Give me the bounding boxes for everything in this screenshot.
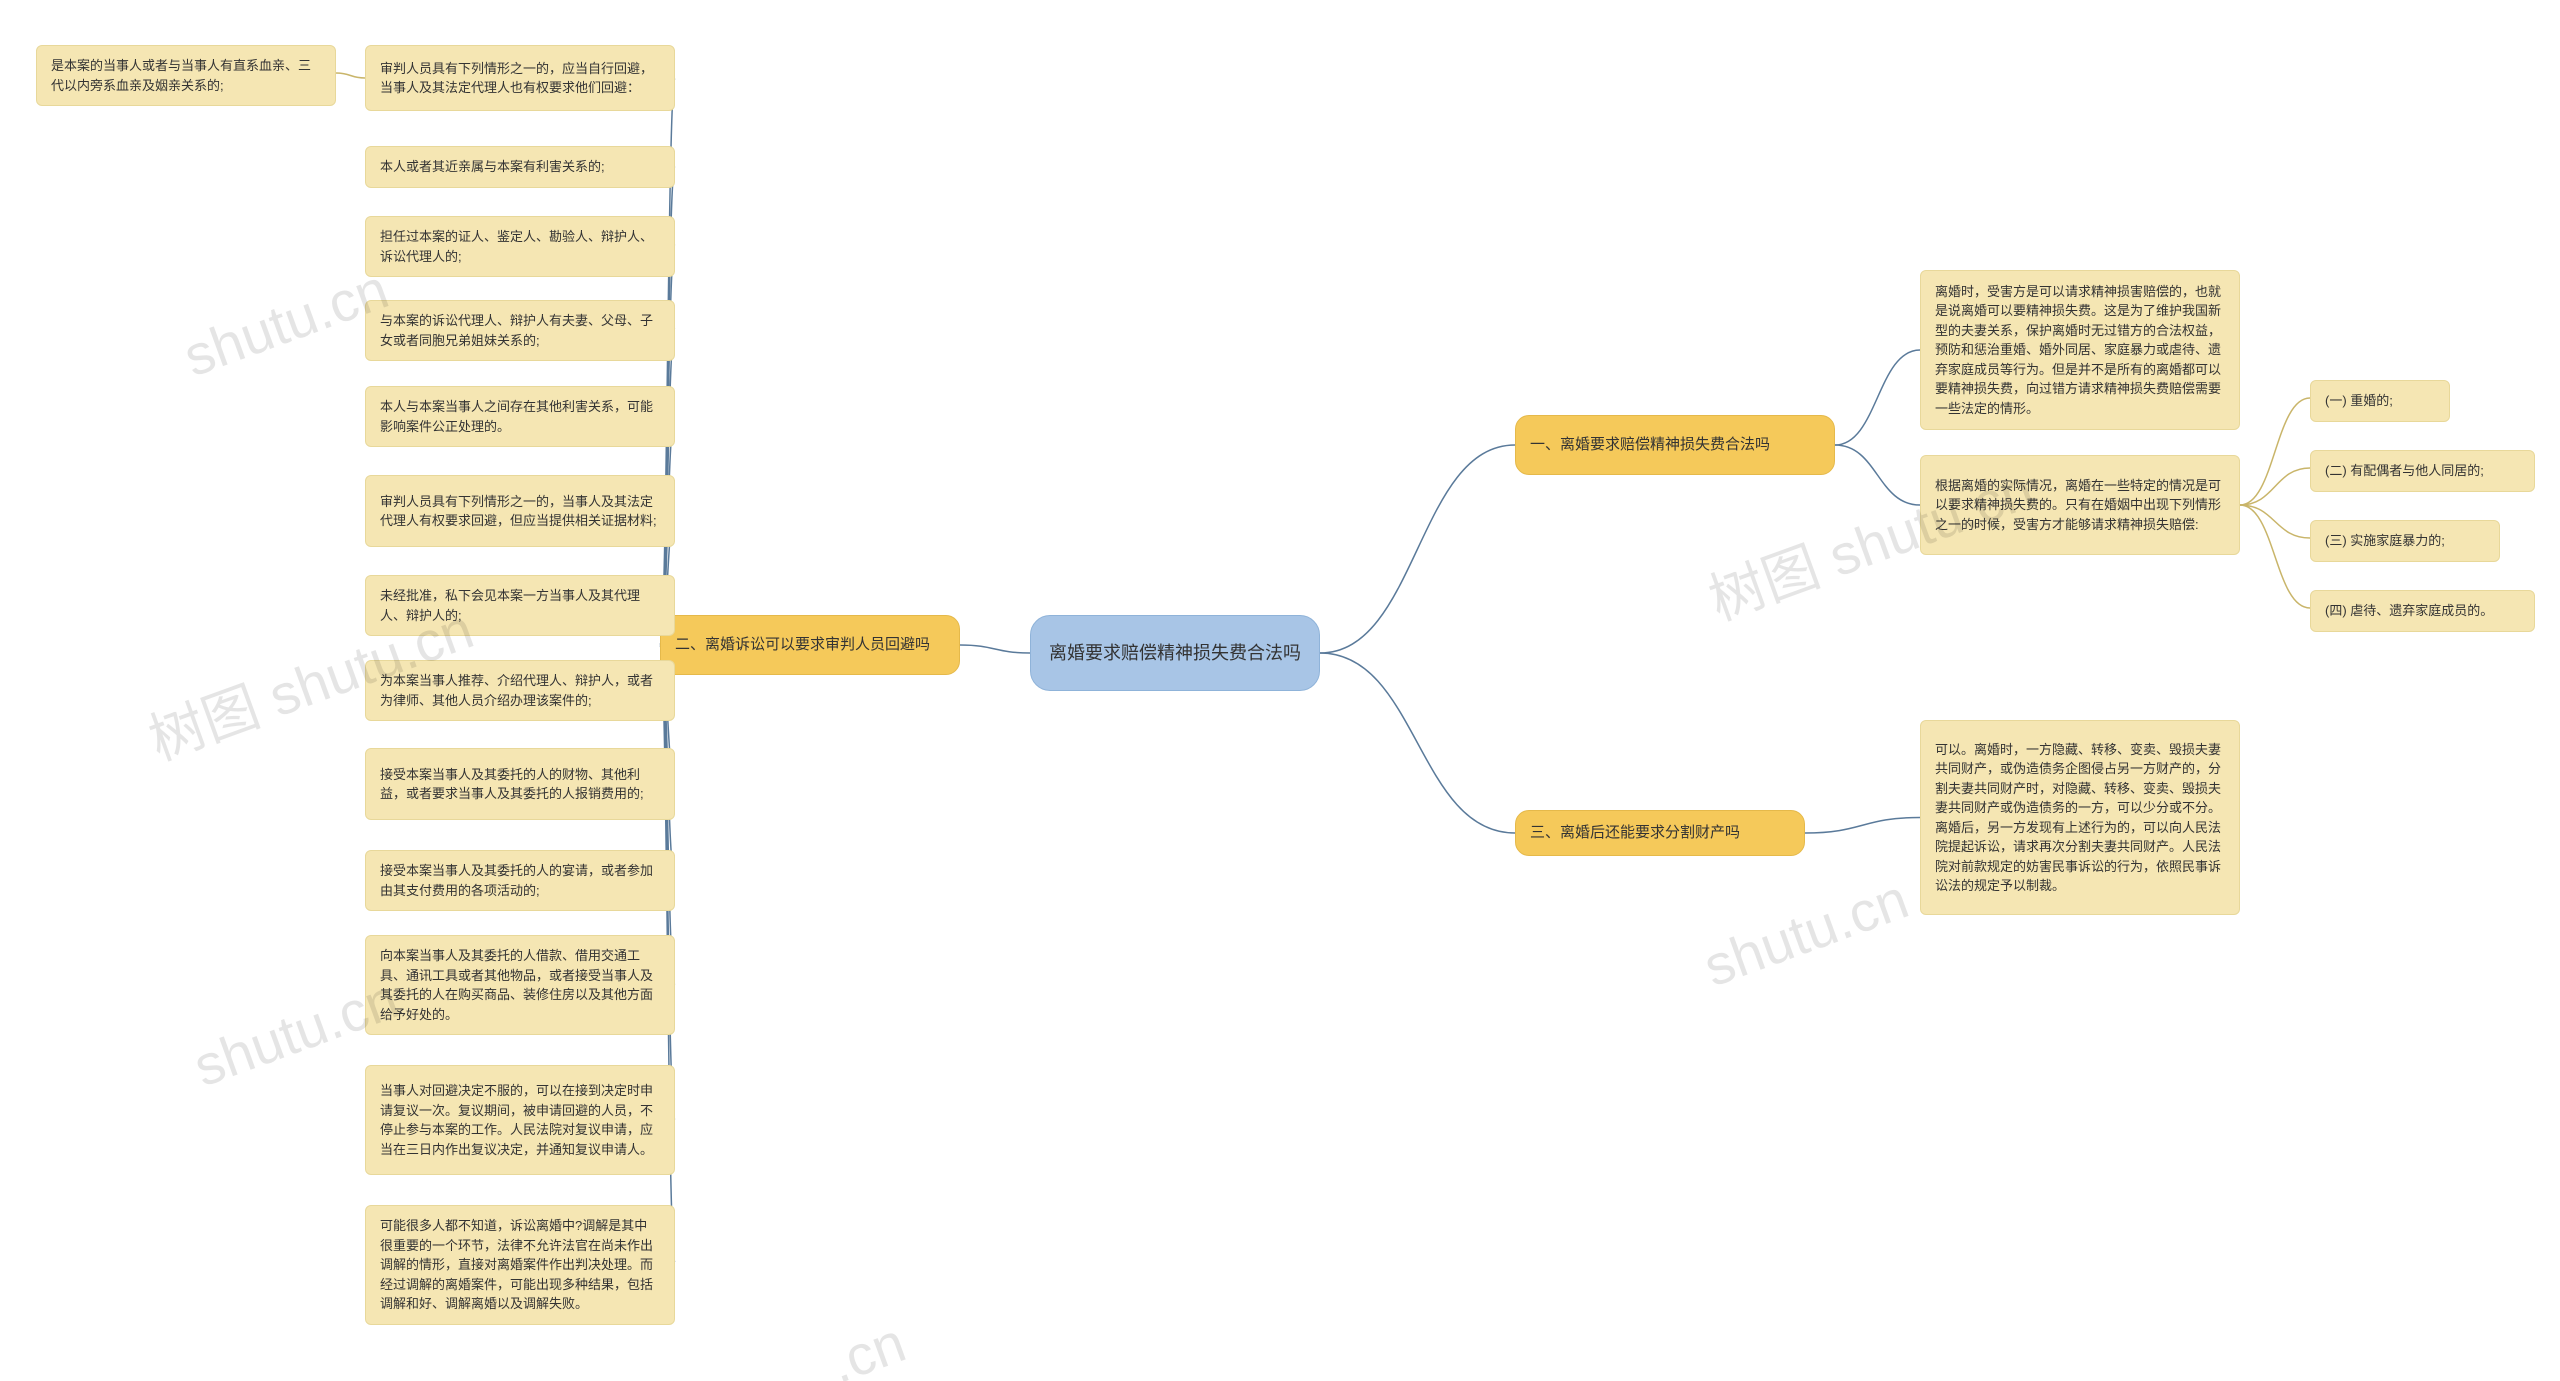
leaf-text: 与本案的诉讼代理人、辩护人有夫妻、父母、子女或者同胞兄弟姐妹关系的; [380,311,660,350]
branch-2-leaf-2[interactable]: 本人或者其近亲属与本案有利害关系的; [365,146,675,188]
branch-3-leaf[interactable]: 可以。离婚时，一方隐藏、转移、变卖、毁损夫妻共同财产，或伪造债务企图侵占另一方财… [1920,720,2240,915]
watermark: shutu.cn [175,256,396,389]
leaf-text: (二) 有配偶者与他人同居的; [2325,461,2484,481]
watermark: shutu.cn [1695,866,1916,999]
leaf-text: 当事人对回避决定不服的，可以在接到决定时申请复议一次。复议期间，被申请回避的人员… [380,1081,660,1159]
branch-1-leaf-2-sub-1[interactable]: (一) 重婚的; [2310,380,2450,422]
branch-2-leaf-5[interactable]: 本人与本案当事人之间存在其他利害关系，可能影响案件公正处理的。 [365,386,675,447]
branch-2-leaf-13[interactable]: 可能很多人都不知道，诉讼离婚中?调解是其中很重要的一个环节，法律不允许法官在尚未… [365,1205,675,1325]
leaf-text: (四) 虐待、遗弃家庭成员的。 [2325,601,2493,621]
branch-1-leaf-2[interactable]: 根据离婚的实际情况，离婚在一些特定的情况是可以要求精神损失费的。只有在婚姻中出现… [1920,455,2240,555]
branch-2-leaf-3[interactable]: 担任过本案的证人、鉴定人、勘验人、辩护人、诉讼代理人的; [365,216,675,277]
leaf-text: 可以。离婚时，一方隐藏、转移、变卖、毁损夫妻共同财产，或伪造债务企图侵占另一方财… [1935,740,2225,896]
branch-2[interactable]: 二、离婚诉讼可以要求审判人员回避吗 [660,615,960,675]
branch-3[interactable]: 三、离婚后还能要求分割财产吗 [1515,810,1805,856]
leaf-text: 本人与本案当事人之间存在其他利害关系，可能影响案件公正处理的。 [380,397,660,436]
branch-2-leaf-4[interactable]: 与本案的诉讼代理人、辩护人有夫妻、父母、子女或者同胞兄弟姐妹关系的; [365,300,675,361]
root-label: 离婚要求赔偿精神损失费合法吗 [1049,640,1301,667]
leaf-text: (一) 重婚的; [2325,391,2393,411]
leaf-text: 接受本案当事人及其委托的人的宴请，或者参加由其支付费用的各项活动的; [380,861,660,900]
branch-1-leaf-2-sub-3[interactable]: (三) 实施家庭暴力的; [2310,520,2500,562]
branch-1-leaf-2-sub-4[interactable]: (四) 虐待、遗弃家庭成员的。 [2310,590,2535,632]
branch-2-leaf-6[interactable]: 审判人员具有下列情形之一的，当事人及其法定代理人有权要求回避，但应当提供相关证据… [365,475,675,547]
branch-2-leaf-10[interactable]: 接受本案当事人及其委托的人的宴请，或者参加由其支付费用的各项活动的; [365,850,675,911]
branch-1[interactable]: 一、离婚要求赔偿精神损失费合法吗 [1515,415,1835,475]
root-node[interactable]: 离婚要求赔偿精神损失费合法吗 [1030,615,1320,691]
branch-3-label: 三、离婚后还能要求分割财产吗 [1530,822,1740,845]
leaf-text: 根据离婚的实际情况，离婚在一些特定的情况是可以要求精神损失费的。只有在婚姻中出现… [1935,476,2225,535]
branch-1-leaf-1[interactable]: 离婚时，受害方是可以请求精神损害赔偿的，也就是说离婚可以要精神损失费。这是为了维… [1920,270,2240,430]
branch-2-leaf-12[interactable]: 当事人对回避决定不服的，可以在接到决定时申请复议一次。复议期间，被申请回避的人员… [365,1065,675,1175]
leaf-text: 为本案当事人推荐、介绍代理人、辩护人，或者为律师、其他人员介绍办理该案件的; [380,671,660,710]
branch-2-leaf-8[interactable]: 为本案当事人推荐、介绍代理人、辩护人，或者为律师、其他人员介绍办理该案件的; [365,660,675,721]
leaf-text: 可能很多人都不知道，诉讼离婚中?调解是其中很重要的一个环节，法律不允许法官在尚未… [380,1216,660,1314]
leaf-text: (三) 实施家庭暴力的; [2325,531,2445,551]
branch-2-far-left-leaf[interactable]: 是本案的当事人或者与当事人有直系血亲、三代以内旁系血亲及姻亲关系的; [36,45,336,106]
leaf-text: 审判人员具有下列情形之一的，当事人及其法定代理人有权要求回避，但应当提供相关证据… [380,492,660,531]
mindmap-canvas: 离婚要求赔偿精神损失费合法吗 一、离婚要求赔偿精神损失费合法吗 离婚时，受害方是… [0,0,2560,1381]
leaf-text: 是本案的当事人或者与当事人有直系血亲、三代以内旁系血亲及姻亲关系的; [51,56,321,95]
branch-1-leaf-2-sub-2[interactable]: (二) 有配偶者与他人同居的; [2310,450,2535,492]
branch-2-leaf-7[interactable]: 未经批准，私下会见本案一方当事人及其代理人、辩护人的; [365,575,675,636]
branch-2-leaf-1[interactable]: 审判人员具有下列情形之一的，应当自行回避，当事人及其法定代理人也有权要求他们回避… [365,45,675,111]
leaf-text: 向本案当事人及其委托的人借款、借用交通工具、通讯工具或者其他物品，或者接受当事人… [380,946,660,1024]
leaf-text: 离婚时，受害方是可以请求精神损害赔偿的，也就是说离婚可以要精神损失费。这是为了维… [1935,282,2225,419]
leaf-text: 担任过本案的证人、鉴定人、勘验人、辩护人、诉讼代理人的; [380,227,660,266]
branch-2-leaf-11[interactable]: 向本案当事人及其委托的人借款、借用交通工具、通讯工具或者其他物品，或者接受当事人… [365,935,675,1035]
branch-1-label: 一、离婚要求赔偿精神损失费合法吗 [1530,434,1770,457]
branch-2-leaf-9[interactable]: 接受本案当事人及其委托的人的财物、其他利益，或者要求当事人及其委托的人报销费用的… [365,748,675,820]
watermark: .cn [821,1309,913,1381]
leaf-text: 本人或者其近亲属与本案有利害关系的; [380,157,605,177]
branch-2-label: 二、离婚诉讼可以要求审判人员回避吗 [675,634,930,657]
leaf-text: 接受本案当事人及其委托的人的财物、其他利益，或者要求当事人及其委托的人报销费用的… [380,765,660,804]
leaf-text: 未经批准，私下会见本案一方当事人及其代理人、辩护人的; [380,586,660,625]
leaf-text: 审判人员具有下列情形之一的，应当自行回避，当事人及其法定代理人也有权要求他们回避… [380,59,660,98]
